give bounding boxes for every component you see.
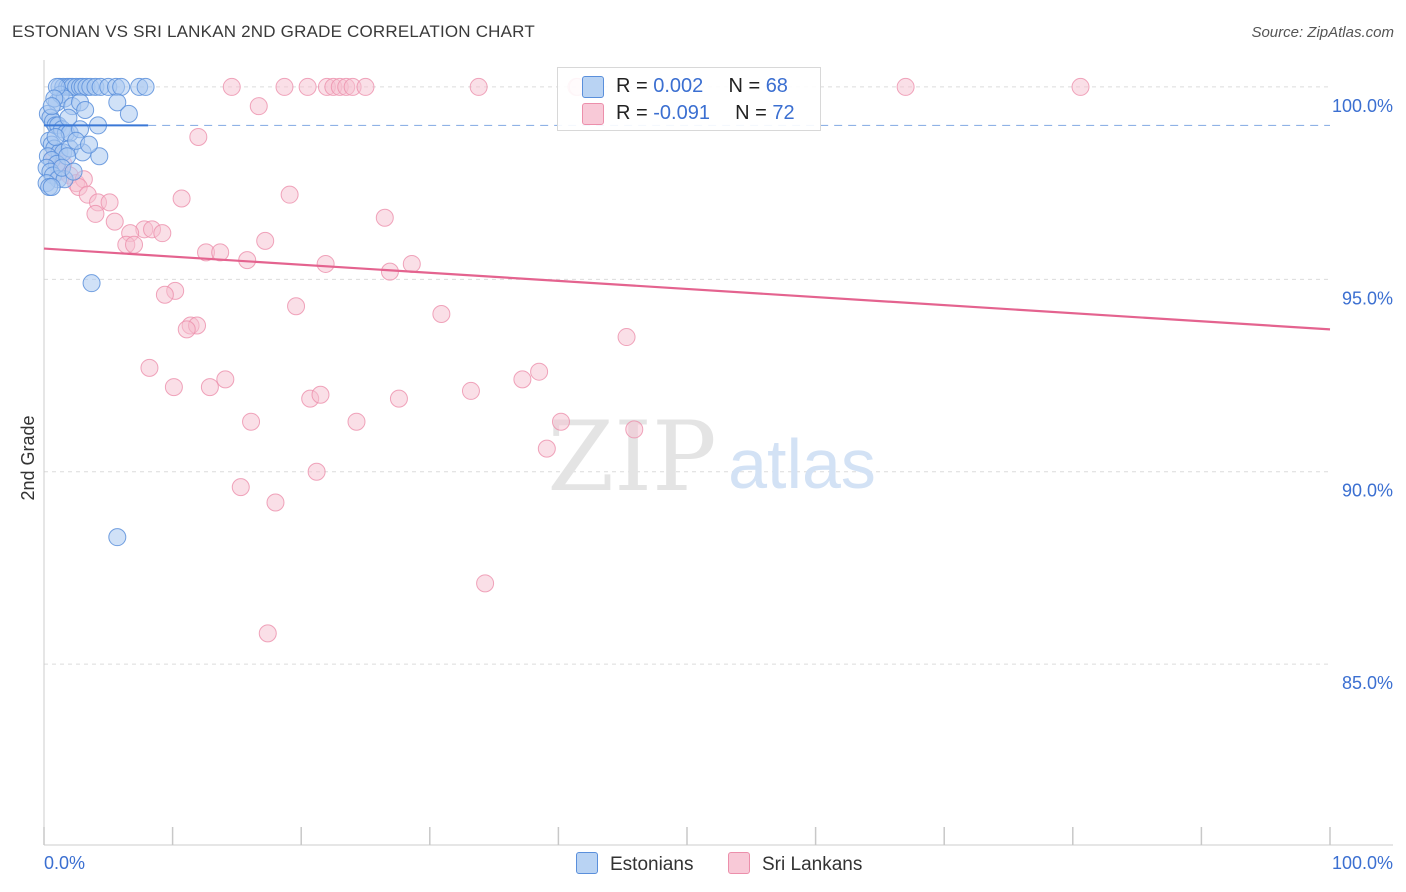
legend-r-value: 0.002 <box>653 75 704 97</box>
data-point-sri-lankans <box>249 97 268 116</box>
data-point-sri-lankans <box>189 127 208 146</box>
bottom-legend-label-estonians: Estonians <box>610 854 694 875</box>
legend-row-estonians: R = 0.002 N = 68 <box>558 73 820 99</box>
y-axis-title: 2nd Grade <box>18 415 38 500</box>
data-point-sri-lankans <box>311 385 330 404</box>
axis-labels: 100.0% 95.0% 90.0% 85.0% 0.0% 100.0% 2nd Grade <box>18 96 1393 873</box>
data-point-sri-lankans <box>222 77 241 96</box>
data-point-sri-lankans <box>537 439 556 458</box>
data-point-sri-lankans <box>100 193 119 212</box>
data-point-estonians <box>82 274 101 293</box>
data-point-sri-lankans <box>896 77 915 96</box>
data-point-estonians <box>46 127 65 146</box>
data-point-sri-lankans <box>347 412 366 431</box>
trend-line-sri-lankans <box>43 247 1331 331</box>
data-point-sri-lankans <box>287 297 306 316</box>
watermark: ZIP atlas <box>547 401 876 513</box>
data-point-sri-lankans <box>125 235 144 254</box>
data-point-sri-lankans <box>476 574 495 593</box>
bottom-legend-label-sri-lankans: Sri Lankans <box>762 854 863 875</box>
legend-n-label: N = <box>728 75 766 97</box>
y-tick-label: 95.0% <box>1342 288 1393 308</box>
data-point-sri-lankans <box>211 243 230 262</box>
data-point-estonians <box>136 77 155 96</box>
x-tick-label-min: 0.0% <box>44 853 85 873</box>
data-point-sri-lankans <box>164 378 183 397</box>
data-point-sri-lankans <box>356 77 375 96</box>
bottom-legend-sri-lankans: Sri Lankans <box>728 852 862 876</box>
data-point-estonians <box>76 101 95 120</box>
y-tick-label: 100.0% <box>1332 96 1393 116</box>
x-tick-label-max: 100.0% <box>1332 853 1393 873</box>
bottom-legend-swatch-estonians <box>576 852 598 874</box>
chart-title: ESTONIAN VS SRI LANKAN 2ND GRADE CORRELA… <box>12 22 535 41</box>
data-point-sri-lankans <box>256 231 275 250</box>
legend-r-label: R = <box>616 75 654 97</box>
data-point-estonians <box>42 177 61 196</box>
y-tick-label: 90.0% <box>1342 481 1393 501</box>
axes <box>43 60 1393 846</box>
data-point-sri-lankans <box>530 362 549 381</box>
data-point-sri-lankans <box>1071 77 1090 96</box>
data-point-sri-lankans <box>469 77 488 96</box>
legend-n-value: 68 <box>765 75 788 97</box>
data-point-sri-lankans <box>307 462 326 481</box>
data-point-sri-lankans <box>266 493 285 512</box>
data-point-sri-lankans <box>513 370 532 389</box>
trend-lines <box>43 124 1331 331</box>
sri-lankans-points <box>45 77 1090 643</box>
source-label: Source: ZipAtlas.com <box>1251 24 1394 41</box>
estonians-points <box>37 77 155 547</box>
data-point-sri-lankans <box>231 478 250 497</box>
data-point-sri-lankans <box>177 320 196 339</box>
data-point-estonians <box>108 93 127 112</box>
data-point-sri-lankans <box>258 624 277 643</box>
data-point-sri-lankans <box>105 212 124 231</box>
data-point-estonians <box>119 104 138 123</box>
legend-swatch-estonians <box>582 76 604 98</box>
legend-n-label: N = <box>735 102 773 124</box>
gridlines <box>44 86 1330 665</box>
data-point-estonians <box>64 162 83 181</box>
data-point-sri-lankans <box>172 189 191 208</box>
legend-r-label: R = <box>616 102 654 124</box>
data-point-estonians <box>90 147 109 166</box>
data-point-sri-lankans <box>155 285 174 304</box>
data-point-sri-lankans <box>551 412 570 431</box>
y-tick-label: 85.0% <box>1342 673 1393 693</box>
correlation-legend: R = 0.002 N = 68 R = -0.091 N = 72 <box>557 67 821 131</box>
data-point-sri-lankans <box>432 304 451 323</box>
data-point-estonians <box>59 108 78 127</box>
data-point-estonians <box>80 135 99 154</box>
legend-swatch-sri-lankans <box>582 103 604 125</box>
data-point-sri-lankans <box>200 378 219 397</box>
data-point-sri-lankans <box>461 381 480 400</box>
legend-row-sri-lankans: R = -0.091 N = 72 <box>558 100 820 126</box>
data-point-sri-lankans <box>140 358 159 377</box>
data-point-sri-lankans <box>625 420 644 439</box>
bottom-legend-estonians: Estonians <box>576 852 693 876</box>
data-point-sri-lankans <box>389 389 408 408</box>
data-point-sri-lankans <box>275 77 294 96</box>
data-point-sri-lankans <box>216 370 235 389</box>
bottom-legend-swatch-sri-lankans <box>728 852 750 874</box>
data-point-estonians <box>42 97 61 116</box>
watermark-zip: ZIP <box>547 401 716 513</box>
data-point-sri-lankans <box>298 77 317 96</box>
data-point-sri-lankans <box>153 224 172 243</box>
data-point-sri-lankans <box>280 185 299 204</box>
data-point-sri-lankans <box>242 412 261 431</box>
data-point-sri-lankans <box>86 204 105 223</box>
legend-r-value: -0.091 <box>653 102 710 124</box>
data-point-sri-lankans <box>316 254 335 273</box>
data-point-sri-lankans <box>375 208 394 227</box>
data-point-sri-lankans <box>617 328 636 347</box>
watermark-atlas: atlas <box>728 425 876 503</box>
data-point-estonians <box>108 528 127 547</box>
data-point-estonians <box>112 77 131 96</box>
legend-n-value: 72 <box>772 102 795 124</box>
data-point-sri-lankans <box>402 254 421 273</box>
